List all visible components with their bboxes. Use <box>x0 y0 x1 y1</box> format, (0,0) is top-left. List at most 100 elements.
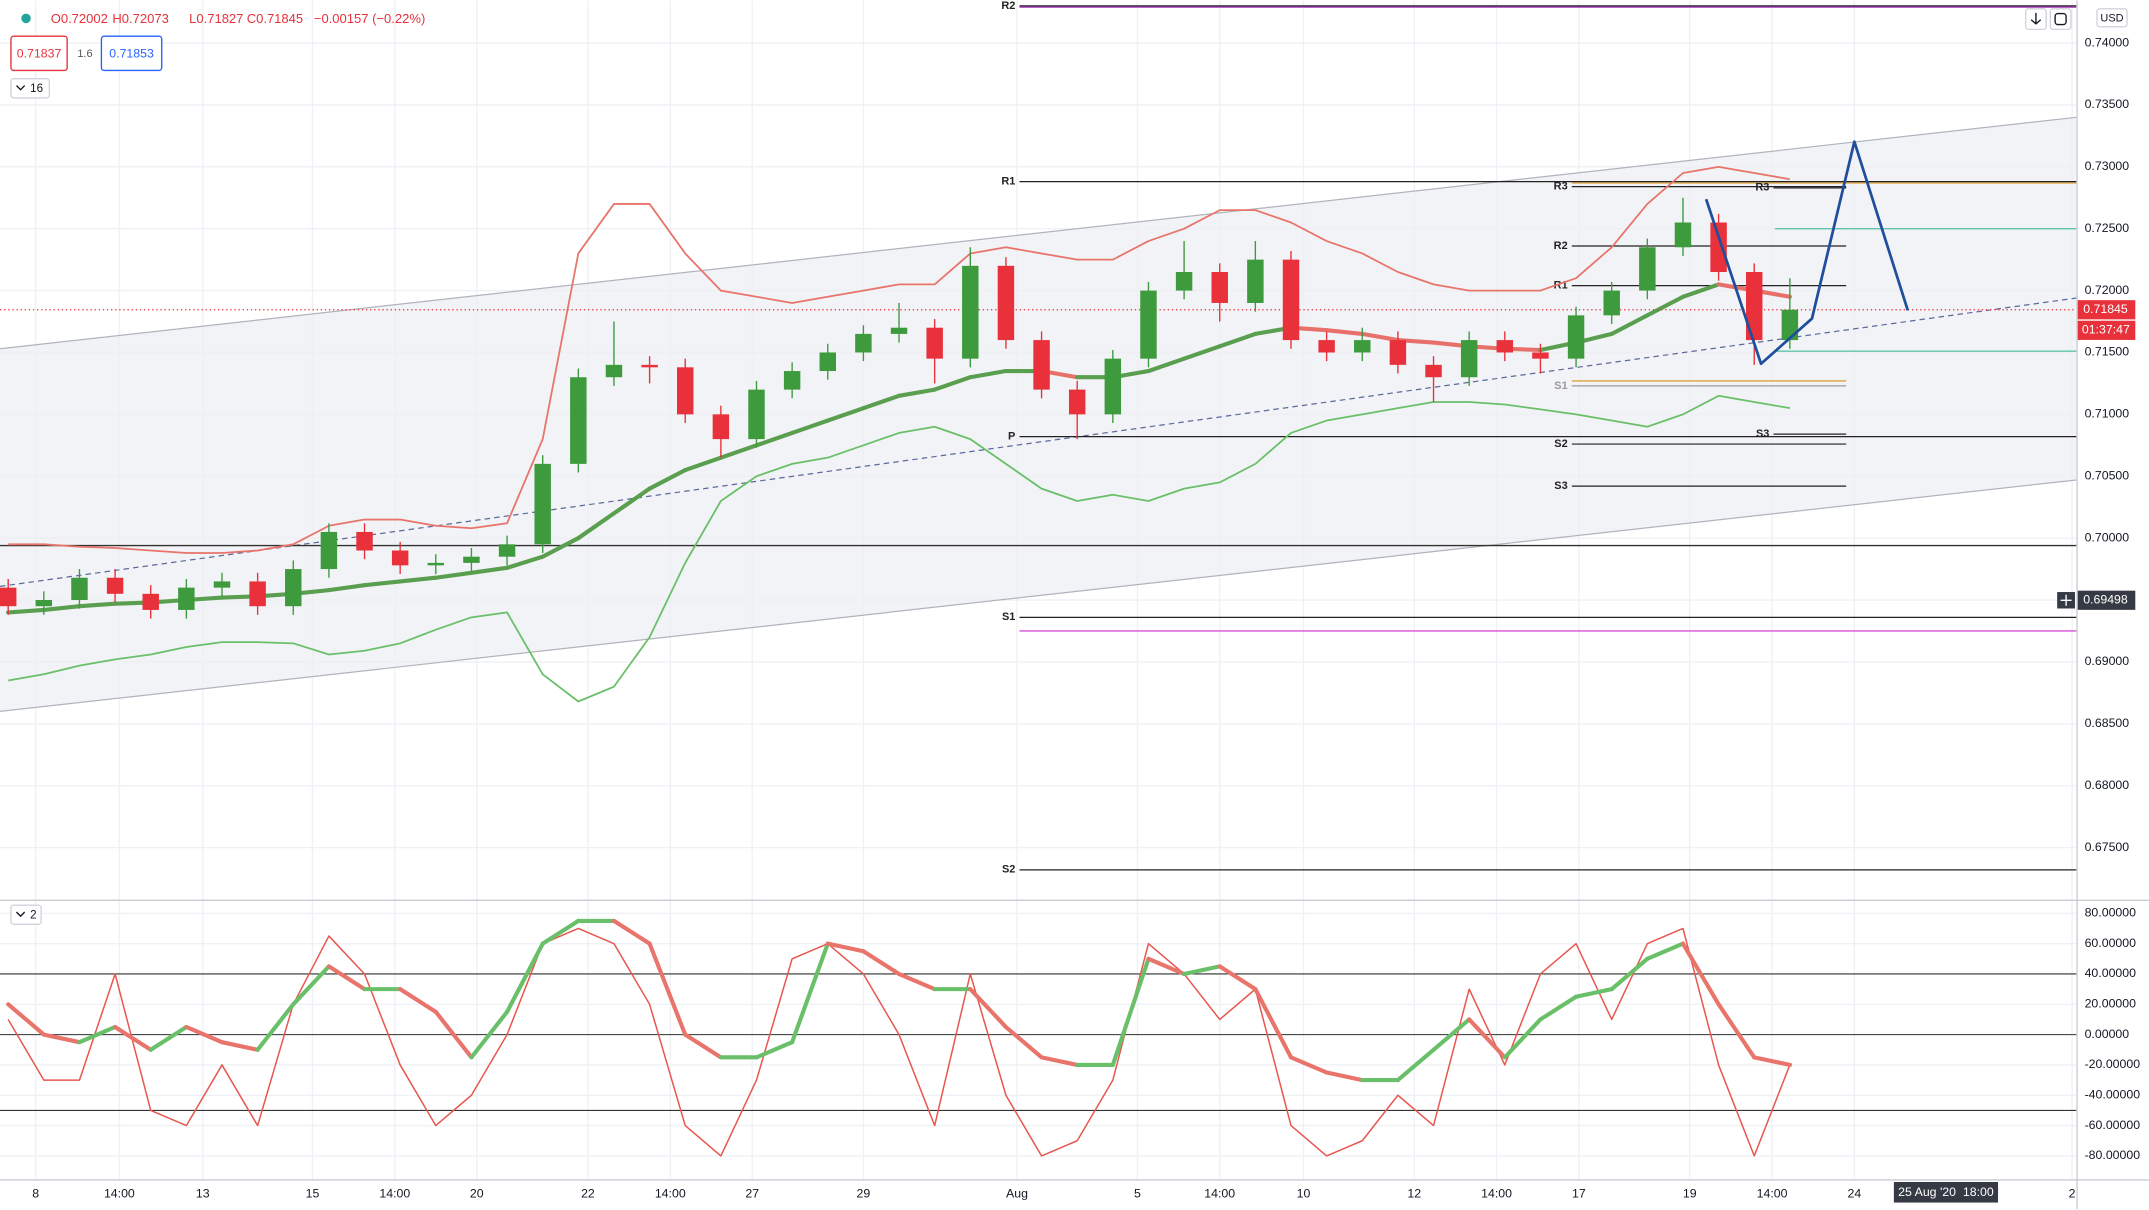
candle-body <box>641 364 658 368</box>
x-tick-label: 14:00 <box>379 1187 410 1201</box>
crosshair-time-tag <box>1893 1181 1999 1203</box>
y-tick-label: 0.74000 <box>2085 35 2130 49</box>
candle-body <box>926 327 943 359</box>
reset-button[interactable] <box>2049 8 2072 31</box>
candle-body <box>142 593 159 610</box>
oscillator-toggle[interactable] <box>10 904 42 926</box>
candle-body <box>677 367 694 415</box>
indicator-count[interactable]: 16 <box>30 82 43 95</box>
currency[interactable]: USD <box>2100 12 2123 24</box>
middle-band <box>932 375 973 392</box>
middle-band <box>1324 328 1365 336</box>
oscillator-main-line <box>896 971 937 992</box>
oscillator-main-line <box>968 987 1008 1030</box>
candle-body <box>1104 358 1122 415</box>
channel-median <box>0 297 2077 588</box>
oscillator-main-line <box>1609 956 1650 992</box>
oscillator-main-line <box>219 1040 260 1052</box>
ask-price[interactable]: 0.71853 <box>109 46 154 60</box>
oscillator-main-line <box>1680 941 1721 1007</box>
y-tick-label: 60.00000 <box>2085 936 2137 950</box>
candle-body <box>819 352 836 372</box>
middle-band <box>326 583 367 593</box>
currency-box[interactable] <box>2096 8 2128 28</box>
buy-button[interactable] <box>100 35 163 72</box>
arrow-icon <box>2030 12 2042 25</box>
oscillator-main-line <box>1467 1017 1507 1060</box>
oscillator-main-line <box>184 1024 225 1045</box>
countdown-label: 01:37:47 <box>2082 323 2130 337</box>
oscillator-main-line <box>790 941 830 1045</box>
pivot-label: S2 <box>1554 438 1567 450</box>
middle-band <box>1680 282 1721 299</box>
candle-body <box>213 581 231 588</box>
middle-band <box>6 607 46 615</box>
middle-band <box>790 418 830 435</box>
y-tick-label: 20.00000 <box>2085 997 2137 1011</box>
candle-body <box>1140 290 1157 359</box>
oscillator-main-line <box>6 1002 46 1037</box>
candle-body <box>748 389 765 440</box>
oscillator-main-line <box>611 918 652 946</box>
candle-body <box>1175 272 1193 291</box>
middle-band <box>1360 331 1400 343</box>
y-tick-label: 0.70000 <box>2085 530 2130 544</box>
sell-button[interactable] <box>10 35 68 72</box>
pivot-label: R1 <box>1001 176 1015 188</box>
candle-body <box>1389 340 1407 365</box>
x-tick-label: 14:00 <box>1481 1187 1512 1201</box>
oscillator-main-line <box>398 987 438 1014</box>
oscillator-main-line <box>1253 987 1294 1060</box>
pivot-label: S3 <box>1756 428 1769 440</box>
oscillator-line <box>7 927 1791 1157</box>
pivot-label: S1 <box>1554 380 1567 392</box>
y-tick-label: 0.69000 <box>2085 654 2130 668</box>
candle-body <box>463 556 480 563</box>
candle-body <box>783 371 801 390</box>
x-tick-label: 8 <box>32 1187 39 1201</box>
oscillator-main-line <box>77 1024 118 1045</box>
candle-body <box>427 562 445 566</box>
middle-band <box>469 565 510 575</box>
x-tick-label: 20 <box>470 1187 484 1201</box>
candle-body <box>1746 272 1763 341</box>
x-tick-label: 5 <box>1134 1187 1141 1201</box>
middle-band <box>1217 331 1258 349</box>
oscillator-main-line <box>1003 1024 1044 1060</box>
oscillator-main-line <box>825 941 866 954</box>
oscillator-main-line <box>1110 956 1151 1067</box>
middle-band <box>683 455 723 473</box>
ohlc-low: L0.71827 <box>189 11 243 26</box>
candle-body <box>1532 352 1549 359</box>
crosshair-price-label: 0.69498 <box>2083 593 2128 607</box>
candle-body <box>1282 259 1300 341</box>
ohlc-high: H0.72073 <box>112 11 168 26</box>
last-price-label: 0.71845 <box>2083 302 2128 316</box>
y-tick-label: 0.71500 <box>2085 345 2130 359</box>
reset-icon <box>2054 12 2067 26</box>
lower-band <box>8 394 1791 703</box>
candle-body <box>570 377 587 464</box>
y-tick-label: 0.72500 <box>2085 221 2130 235</box>
candle-body <box>391 550 409 566</box>
x-tick-label: Aug <box>1006 1187 1028 1201</box>
pivot-label: S1 <box>1002 611 1015 623</box>
bid-price[interactable]: 0.71837 <box>17 46 62 60</box>
x-tick-label: 24 <box>1848 1187 1862 1201</box>
indicators-toggle[interactable] <box>10 78 51 99</box>
countdown-tag <box>2077 320 2136 340</box>
middle-band <box>1609 313 1650 336</box>
x-tick-label: 29 <box>857 1187 871 1201</box>
candle-body <box>178 587 195 610</box>
candle-body <box>1567 315 1585 359</box>
oscillator-main-line <box>505 941 545 1014</box>
oscillator-main-line <box>540 918 581 946</box>
oscillator-count[interactable]: 2 <box>30 909 36 922</box>
x-tick-label: 19 <box>1683 1187 1697 1201</box>
y-tick-label: 0.73000 <box>2085 159 2130 173</box>
y-tick-label: 0.73500 <box>2085 97 2130 111</box>
candle-body <box>356 531 373 551</box>
x-tick-label: 14:00 <box>104 1187 135 1201</box>
middle-band <box>647 467 688 491</box>
